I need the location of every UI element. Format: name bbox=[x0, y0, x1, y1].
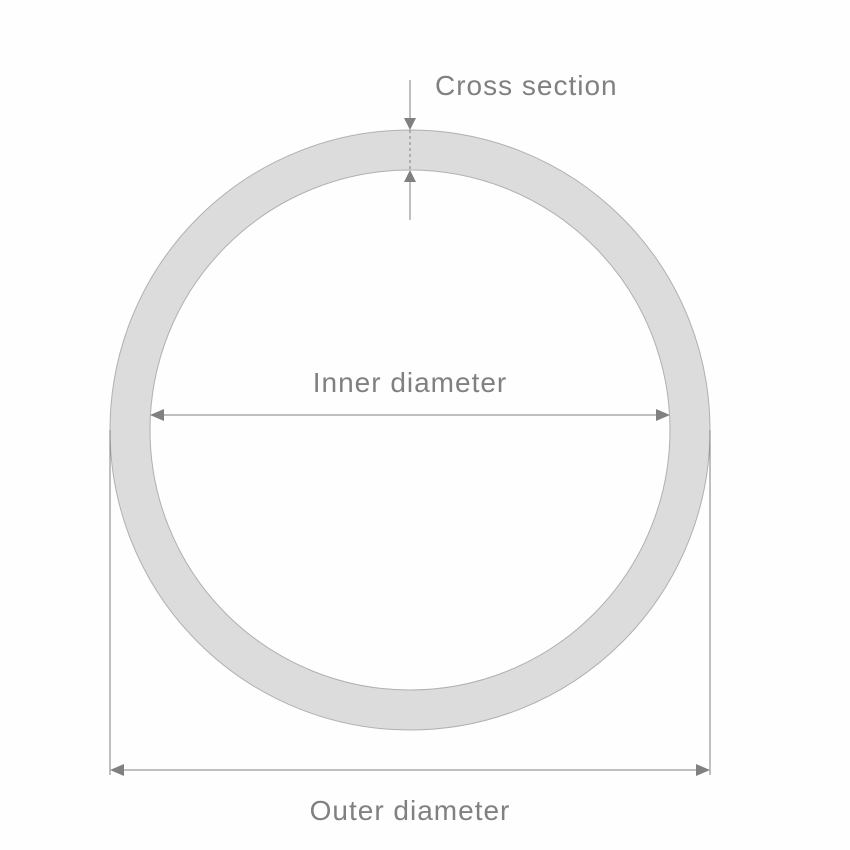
outer-diameter-left-arrow bbox=[110, 764, 124, 776]
outer-diameter-right-arrow bbox=[696, 764, 710, 776]
inner-diameter-label: Inner diameter bbox=[313, 367, 508, 398]
ring-dimension-diagram: Cross section Inner diameter Outer diame… bbox=[0, 0, 850, 850]
outer-diameter-label: Outer diameter bbox=[310, 795, 511, 826]
inner-diameter-right-arrow bbox=[656, 409, 670, 421]
cross-section-bottom-arrow-head bbox=[404, 170, 416, 182]
ring-inner-edge bbox=[150, 170, 670, 690]
cross-section-label: Cross section bbox=[435, 70, 618, 101]
inner-diameter-left-arrow bbox=[150, 409, 164, 421]
ring-fill bbox=[110, 130, 710, 730]
cross-section-top-arrow-head bbox=[404, 118, 416, 130]
